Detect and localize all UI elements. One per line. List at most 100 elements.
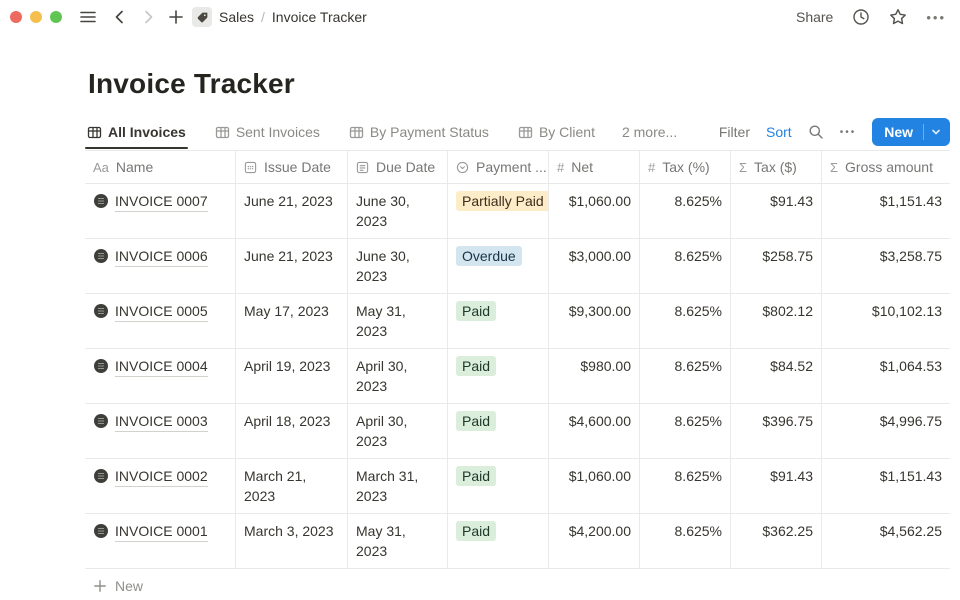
due-date-cell[interactable]: June 30, 2023 xyxy=(348,184,448,238)
payment-status-cell[interactable]: Partially Paid xyxy=(448,184,549,238)
column-header-net[interactable]: # Net xyxy=(549,151,640,183)
tax-pct-cell[interactable]: 8.625% xyxy=(640,294,731,348)
gross-amount-cell[interactable]: $3,258.75 xyxy=(879,248,942,264)
issue-date-cell[interactable]: April 18, 2023 xyxy=(236,404,348,458)
tab-sent-invoices[interactable]: Sent Invoices xyxy=(213,120,322,148)
tax-usd-cell[interactable]: $362.25 xyxy=(731,514,822,568)
share-button[interactable]: Share xyxy=(795,9,834,25)
net-cell[interactable]: $1,060.00 xyxy=(549,459,640,513)
payment-status-cell[interactable]: Paid xyxy=(448,459,549,513)
tax-pct-cell[interactable]: 8.625% xyxy=(640,349,731,403)
breadcrumb-workspace[interactable]: Sales xyxy=(219,9,255,25)
issue-date-cell[interactable]: June 21, 2023 xyxy=(236,239,348,293)
sidebar-menu-icon[interactable] xyxy=(76,5,100,29)
issue-date-cell[interactable]: March 3, 2023 xyxy=(236,514,348,568)
issue-date-cell[interactable]: March 21, 2023 xyxy=(236,459,348,513)
tax-usd-cell[interactable]: $91.43 xyxy=(731,459,822,513)
close-window-button[interactable] xyxy=(10,11,22,23)
new-page-icon[interactable] xyxy=(164,5,188,29)
gross-amount-cell[interactable]: $1,151.43 xyxy=(879,468,942,484)
net-cell[interactable]: $3,000.00 xyxy=(549,239,640,293)
issue-date-cell[interactable]: April 19, 2023 xyxy=(236,349,348,403)
due-date-cell[interactable]: April 30, 2023 xyxy=(348,349,448,403)
column-header-payment-status[interactable]: Payment ... xyxy=(448,151,549,183)
search-icon[interactable] xyxy=(808,124,824,140)
invoice-page-link[interactable]: INVOICE 0004 xyxy=(115,356,208,377)
tax-usd-cell[interactable]: $258.75 xyxy=(731,239,822,293)
tax-usd-cell[interactable]: $396.75 xyxy=(731,404,822,458)
gross-amount-cell[interactable]: $1,064.53 xyxy=(879,358,942,374)
invoice-page-link[interactable]: INVOICE 0005 xyxy=(115,301,208,322)
sort-button[interactable]: Sort xyxy=(766,124,792,140)
tab-by-client[interactable]: By Client xyxy=(516,120,597,148)
column-header-due-date[interactable]: Due Date xyxy=(348,151,448,183)
payment-status-cell[interactable]: Paid xyxy=(448,514,549,568)
invoice-name-cell[interactable]: INVOICE 0002 xyxy=(85,459,236,513)
net-cell[interactable]: $980.00 xyxy=(549,349,640,403)
tax-pct-cell[interactable]: 8.625% xyxy=(640,404,731,458)
invoice-page-link[interactable]: INVOICE 0002 xyxy=(115,466,208,487)
forward-icon[interactable] xyxy=(136,5,160,29)
tax-usd-cell[interactable]: $91.43 xyxy=(731,184,822,238)
due-date-cell[interactable]: March 31, 2023 xyxy=(348,459,448,513)
invoice-page-link[interactable]: INVOICE 0001 xyxy=(115,521,208,542)
status-badge[interactable]: Paid xyxy=(456,466,497,486)
invoice-name-cell[interactable]: INVOICE 0004 xyxy=(85,349,236,403)
gross-amount-cell[interactable]: $4,562.25 xyxy=(879,523,942,539)
column-header-gross-amount[interactable]: Σ Gross amount xyxy=(822,151,950,183)
filter-button[interactable]: Filter xyxy=(718,124,750,140)
issue-date-cell[interactable]: June 21, 2023 xyxy=(236,184,348,238)
column-header-tax-usd[interactable]: Σ Tax ($) xyxy=(731,151,822,183)
gross-amount-cell[interactable]: $10,102.13 xyxy=(871,303,942,319)
zoom-window-button[interactable] xyxy=(50,11,62,23)
payment-status-cell[interactable]: Paid xyxy=(448,404,549,458)
net-cell[interactable]: $1,060.00 xyxy=(549,184,640,238)
minimize-window-button[interactable] xyxy=(30,11,42,23)
status-badge[interactable]: Partially Paid xyxy=(456,191,548,211)
gross-amount-cell[interactable]: $1,151.43 xyxy=(879,193,942,209)
payment-status-cell[interactable]: Paid xyxy=(448,294,549,348)
chevron-down-icon[interactable] xyxy=(924,127,950,137)
favorite-star-icon[interactable] xyxy=(889,8,907,26)
new-button[interactable]: New xyxy=(872,118,950,146)
payment-status-cell[interactable]: Paid xyxy=(448,349,549,403)
payment-status-cell[interactable]: Overdue xyxy=(448,239,549,293)
status-badge[interactable]: Overdue xyxy=(456,246,522,266)
gross-amount-cell[interactable]: $4,996.75 xyxy=(879,413,942,429)
tab-all-invoices[interactable]: All Invoices xyxy=(85,120,188,149)
net-cell[interactable]: $9,300.00 xyxy=(549,294,640,348)
due-date-cell[interactable]: May 31, 2023 xyxy=(348,294,448,348)
tax-pct-cell[interactable]: 8.625% xyxy=(640,184,731,238)
column-header-issue-date[interactable]: Issue Date xyxy=(236,151,348,183)
column-header-name[interactable]: Aa Name xyxy=(85,151,236,183)
status-badge[interactable]: Paid xyxy=(456,356,497,376)
tab-by-payment-status[interactable]: By Payment Status xyxy=(347,120,491,148)
due-date-cell[interactable]: May 31, 2023 xyxy=(348,514,448,568)
more-views-link[interactable]: 2 more... xyxy=(621,124,678,140)
due-date-cell[interactable]: June 30, 2023 xyxy=(348,239,448,293)
invoice-name-cell[interactable]: INVOICE 0001 xyxy=(85,514,236,568)
status-badge[interactable]: Paid xyxy=(456,521,497,541)
net-cell[interactable]: $4,600.00 xyxy=(549,404,640,458)
invoice-page-link[interactable]: INVOICE 0006 xyxy=(115,246,208,267)
due-date-cell[interactable]: April 30, 2023 xyxy=(348,404,448,458)
invoice-name-cell[interactable]: INVOICE 0005 xyxy=(85,294,236,348)
back-icon[interactable] xyxy=(108,5,132,29)
add-new-row-button[interactable]: New xyxy=(85,569,950,600)
net-cell[interactable]: $4,200.00 xyxy=(549,514,640,568)
issue-date-cell[interactable]: May 17, 2023 xyxy=(236,294,348,348)
tax-pct-cell[interactable]: 8.625% xyxy=(640,459,731,513)
more-options-icon[interactable]: ••• xyxy=(926,9,946,25)
invoice-name-cell[interactable]: INVOICE 0007 xyxy=(85,184,236,238)
status-badge[interactable]: Paid xyxy=(456,411,497,431)
invoice-name-cell[interactable]: INVOICE 0006 xyxy=(85,239,236,293)
invoice-name-cell[interactable]: INVOICE 0003 xyxy=(85,404,236,458)
tax-usd-cell[interactable]: $802.12 xyxy=(731,294,822,348)
status-badge[interactable]: Paid xyxy=(456,301,497,321)
updates-clock-icon[interactable] xyxy=(852,8,870,26)
breadcrumb-page[interactable]: Invoice Tracker xyxy=(271,9,367,25)
column-header-tax-pct[interactable]: # Tax (%) xyxy=(640,151,731,183)
tax-pct-cell[interactable]: 8.625% xyxy=(640,239,731,293)
invoice-page-link[interactable]: INVOICE 0007 xyxy=(115,191,208,212)
page-title[interactable]: Invoice Tracker xyxy=(88,68,295,99)
